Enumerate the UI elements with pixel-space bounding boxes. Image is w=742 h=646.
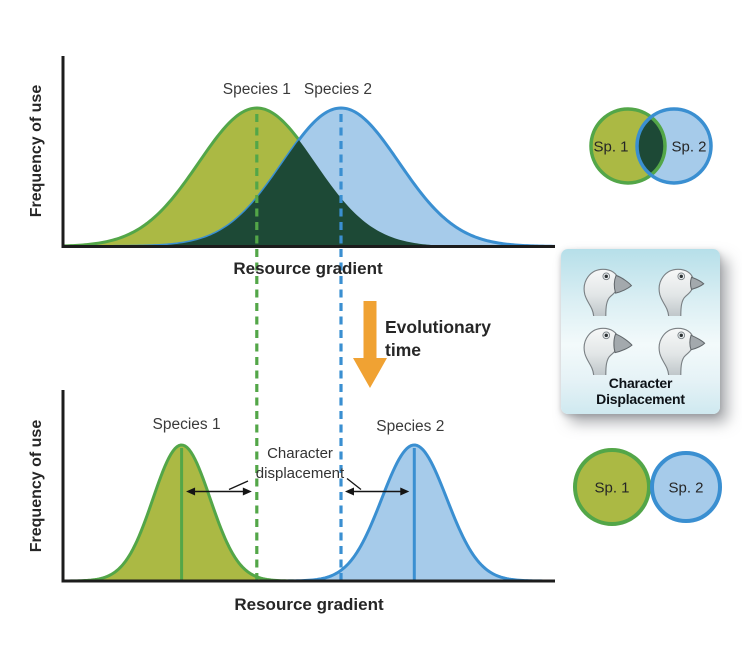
separated-circles-diagram <box>573 448 722 526</box>
annotation-pointer-right <box>346 477 362 491</box>
top-y-axis-label: Frequency of use <box>28 84 45 218</box>
species1-curve-area <box>63 445 555 581</box>
evolutionary-time-line1: Evolutionary <box>385 317 491 337</box>
evolutionary-time-label: Evolutionary time <box>385 316 491 362</box>
bird-head-medium-beak-icon <box>658 327 706 375</box>
species2-curve-area <box>63 445 555 581</box>
separated-sp1-label: Sp. 1 <box>594 479 630 497</box>
bird-head-large-beak-icon <box>583 327 633 375</box>
character-displacement-card: Character Displacement <box>561 249 720 414</box>
separated-sp1-circle <box>573 448 651 526</box>
displacement-arrows <box>186 477 410 496</box>
species1-label-bottom: Species 1 <box>152 416 221 433</box>
separated-sp2-label: Sp. 2 <box>668 479 704 497</box>
venn-sp2-label: Sp. 2 <box>671 138 707 156</box>
venn-sp2-ring <box>635 107 713 185</box>
species2-label-bottom: Species 2 <box>376 418 445 435</box>
evolutionary-time-line2: time <box>385 340 421 360</box>
venn-overlap-lens <box>637 109 665 183</box>
top-chart <box>62 106 556 248</box>
character-displacement-line2: displacement <box>255 465 345 482</box>
bottom-y-axis-label: Frequency of use <box>28 419 45 553</box>
venn-sp1-label: Sp. 1 <box>593 138 629 156</box>
card-caption: Character Displacement <box>596 375 685 407</box>
species2-label-top: Species 2 <box>303 81 373 98</box>
top-chart-axes <box>61 56 555 248</box>
character-displacement-annotation: Character displacement <box>256 444 344 484</box>
venn-sp1-ring <box>589 107 667 185</box>
bottom-x-axis-label: Resource gradient <box>234 595 384 614</box>
bird-head-large-beak-icon <box>583 268 632 316</box>
bird-grid <box>561 249 720 375</box>
bottom-chart-axes <box>61 390 555 583</box>
venn-overlap-diagram <box>589 107 713 185</box>
niche-overlap-area <box>63 140 555 247</box>
top-x-axis-label: Resource gradient <box>233 259 383 278</box>
annotation-pointer-left <box>228 480 249 491</box>
bird-head-small-beak-icon <box>658 268 705 316</box>
evolutionary-time-arrow <box>353 301 387 388</box>
character-displacement-line1: Character <box>267 445 333 462</box>
separated-sp2-circle <box>650 451 722 523</box>
species1-label-top: Species 1 <box>222 81 291 98</box>
